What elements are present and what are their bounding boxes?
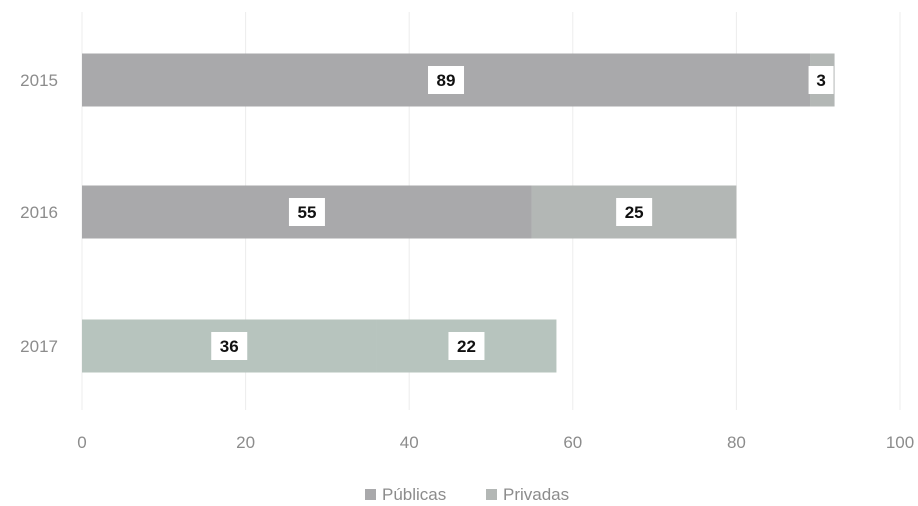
data-label-2017-privadas: 22	[457, 337, 476, 356]
x-tick-label-40: 40	[400, 433, 419, 452]
x-tick-label-0: 0	[77, 433, 86, 452]
data-label-box-2015-1	[808, 66, 834, 94]
data-label-box-2017-1	[448, 332, 485, 360]
y-tick-label-2017: 2017	[20, 337, 58, 356]
data-label-box-2016-0	[288, 198, 325, 226]
data-label-2015-privadas: 3	[816, 71, 825, 90]
data-label-box-2016-1	[616, 198, 653, 226]
data-label-2015-p-blicas: 89	[437, 71, 456, 90]
x-tick-label-20: 20	[236, 433, 255, 452]
y-tick-label-2015: 2015	[20, 71, 58, 90]
x-tick-label-80: 80	[727, 433, 746, 452]
legend-swatch-privadas	[486, 489, 497, 500]
x-axis-tick-labels: 0 20 40 60 80 100	[77, 433, 914, 452]
legend-swatch-p-blicas	[365, 489, 376, 500]
data-label-2016-p-blicas: 55	[297, 203, 316, 222]
legend-label-privadas: Privadas	[503, 485, 569, 504]
data-label-box-2017-0	[211, 332, 248, 360]
legend: Públicas Privadas	[365, 485, 569, 504]
y-tick-label-2016: 2016	[20, 203, 58, 222]
bars	[82, 53, 835, 373]
data-labels: 89 3 55 25 36 22	[211, 66, 834, 360]
x-tick-label-100: 100	[886, 433, 914, 452]
data-label-box-2015-0	[428, 66, 465, 94]
x-tick-label-60: 60	[563, 433, 582, 452]
y-axis-tick-labels: 2015 2016 2017	[20, 71, 58, 356]
data-label-2016-privadas: 25	[625, 203, 644, 222]
legend-label-p-blicas: Públicas	[382, 485, 446, 504]
data-label-2017-p-blicas: 36	[220, 337, 239, 356]
